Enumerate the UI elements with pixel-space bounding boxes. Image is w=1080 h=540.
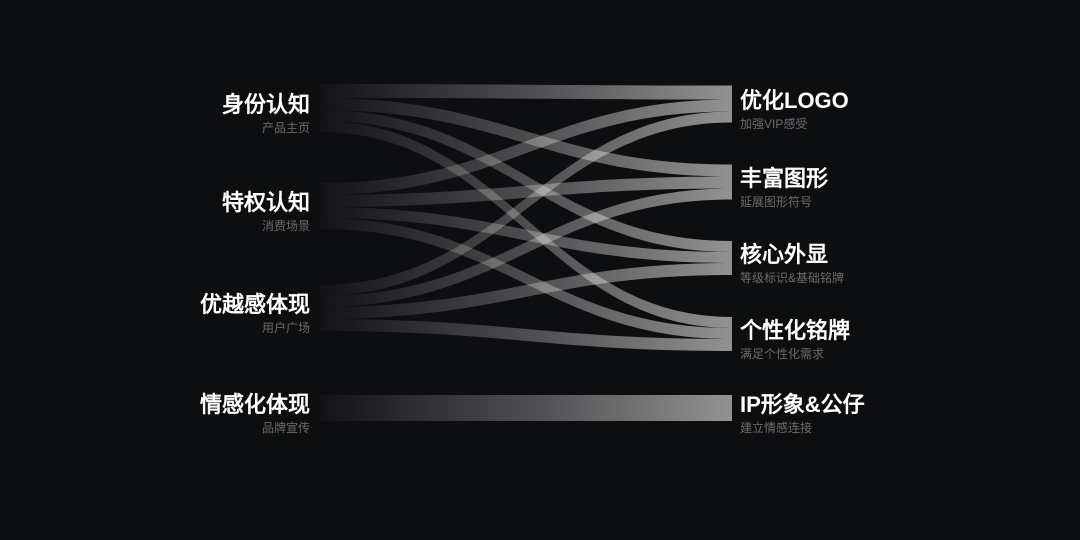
link-L3-R4: [320, 395, 732, 421]
right-node-1-title: 丰富图形: [740, 166, 828, 191]
left-node-1-title: 特权认知: [222, 190, 310, 215]
right-node-4-subtitle: 建立情感连接: [740, 420, 812, 435]
link-L0-R0: [320, 84, 732, 100]
right-node-1-subtitle: 延展图形符号: [740, 194, 812, 209]
left-node-3-title: 情感化体现: [200, 392, 310, 417]
right-node-0-subtitle: 加强VIP感受: [740, 116, 807, 131]
left-node-3-subtitle: 品牌宣传: [262, 420, 310, 435]
right-node-3-subtitle: 满足个性化需求: [740, 347, 824, 361]
left-node-0-subtitle: 产品主页: [262, 121, 310, 135]
left-node-2-subtitle: 用户广场: [262, 320, 310, 335]
right-node-2-subtitle: 等级标识&基础铭牌: [740, 270, 844, 285]
left-node-2-title: 优越感体现: [200, 292, 310, 317]
right-node-4-title: IP形象&公仔: [740, 392, 865, 417]
diagram-stage: 身份认知产品主页特权认知消费场景优越感体现用户广场情感化体现品牌宣传 优化LOGO…: [0, 0, 1080, 540]
right-node-0-title: 优化LOGO: [740, 88, 849, 113]
left-node-1-subtitle: 消费场景: [262, 219, 310, 233]
sankey-svg: 身份认知产品主页特权认知消费场景优越感体现用户广场情感化体现品牌宣传 优化LOGO…: [0, 0, 1080, 540]
right-node-2-title: 核心外显: [740, 242, 828, 267]
background: [0, 0, 1080, 540]
left-node-0-title: 身份认知: [222, 92, 310, 117]
right-node-3-title: 个性化铭牌: [740, 318, 850, 343]
